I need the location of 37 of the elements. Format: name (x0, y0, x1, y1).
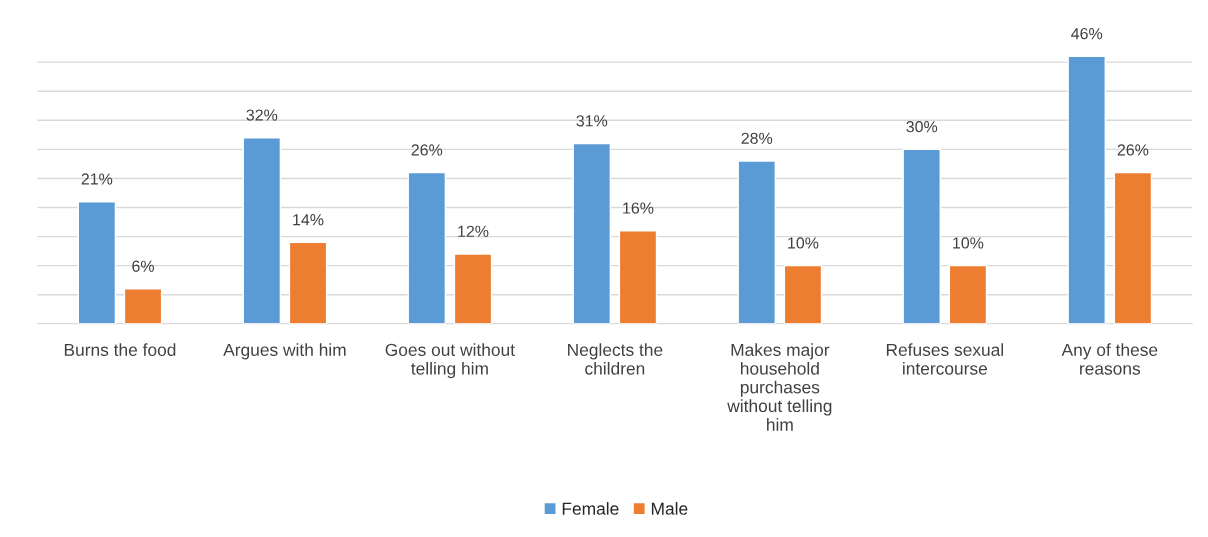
legend-label: Male (651, 502, 688, 515)
data-label: 12% (458, 225, 489, 237)
bar (123, 288, 163, 324)
bar (902, 148, 941, 324)
data-label: 28% (741, 132, 773, 144)
legend-label: Female (562, 502, 619, 515)
bar (77, 201, 117, 324)
x-tick-label: Makes major household purchases without telling him (727, 343, 832, 431)
data-label: 16% (623, 202, 654, 214)
data-label: 26% (411, 144, 443, 156)
bar (783, 264, 823, 324)
data-label: 14% (293, 214, 324, 226)
x-tick-label: Goes out without telling him (385, 343, 515, 379)
data-label: 46% (1071, 27, 1103, 40)
bar (572, 142, 612, 324)
bar (737, 160, 777, 324)
bar (242, 137, 282, 324)
x-tick-label: Neglects the children (568, 343, 663, 375)
data-label: 21% (81, 173, 113, 185)
data-label: 26% (1117, 144, 1149, 156)
data-label: 10% (788, 237, 819, 249)
data-label: 10% (953, 237, 984, 249)
data-label: 31% (576, 115, 608, 127)
bar (453, 253, 493, 324)
bar (948, 264, 988, 324)
bar (618, 230, 658, 324)
bar (1067, 55, 1106, 324)
x-tick-label: Burns the food (64, 343, 176, 357)
bar (407, 171, 447, 324)
data-label: 6% (132, 260, 155, 272)
bar (1113, 171, 1153, 324)
x-tick-label: Refuses sexual intercourse (886, 343, 1004, 375)
data-label: 30% (906, 121, 938, 133)
x-tick-label: Argues with him (223, 343, 346, 360)
x-tick-label: Any of these reasons (1061, 343, 1158, 375)
data-label: 32% (246, 109, 278, 121)
bar (288, 241, 328, 324)
